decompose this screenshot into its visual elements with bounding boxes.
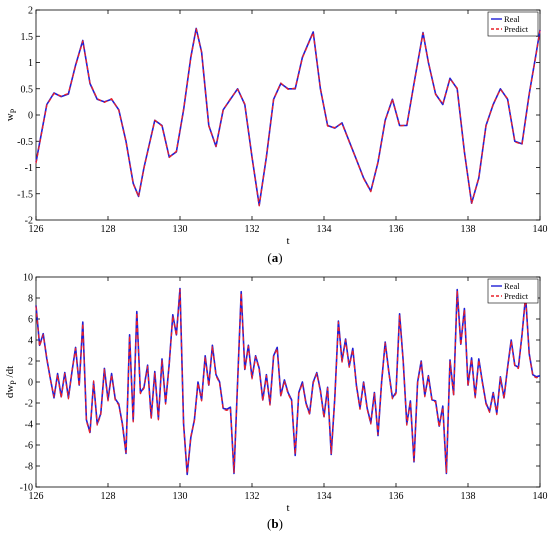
y-tick-label: -6 [25,441,33,452]
x-tick-label: 128 [101,224,116,235]
y-tick-label: 1 [28,58,33,69]
x-tick-label: 130 [173,224,188,235]
series-line-predict [35,288,541,475]
y-tick-label: 1.5 [21,32,34,43]
y-tick-label: 2 [28,6,33,17]
legend-box [487,11,539,37]
caption-b: (b) [267,516,283,531]
x-axis-label: t [286,502,289,514]
legend-label-real: Real [504,281,520,291]
x-axis-label: t [286,235,289,247]
x-tick-label: 136 [389,224,404,235]
y-tick-label: -4 [25,420,33,431]
caption-a: (a) [267,250,283,265]
x-tick-label: 130 [173,491,188,502]
y-axis-label: dwP /dt [4,366,18,398]
legend-label-real: Real [504,14,520,24]
x-tick-label: 134 [317,224,332,235]
x-tick-label: 128 [101,491,116,502]
x-tick-label: 134 [317,491,332,502]
y-tick-label: -8 [25,462,33,473]
legend-label-predict: Predict [504,291,529,301]
y-axis-label: wP [4,108,18,121]
y-tick-label: -1.5 [17,189,33,200]
x-tick-label: 140 [533,491,548,502]
plot-area [35,9,541,221]
chart-panel-a: 126 128 130 132 134 136 138 140 -2 -1.5 -1 -0.5 0 0.5… [4,6,548,248]
chart-panel-b: 126 128 130 132 134 136 138 140 -10 -8 -6 -4 -2 0 2 4 6 8… [4,273,548,515]
x-tick-label: 136 [389,491,404,502]
legend-box [487,278,539,304]
legend-label-predict: Predict [504,24,529,34]
x-tick-label: 126 [29,491,44,502]
x-tick-label: 126 [29,224,44,235]
series-line-predict [35,28,541,207]
x-tick-label: 138 [461,224,476,235]
x-tick-label: 132 [245,491,260,502]
x-tick-label: 140 [533,224,548,235]
y-tick-label: 0 [28,378,33,389]
y-tick-label: -2 [25,399,33,410]
y-tick-label: -1 [25,163,33,174]
x-tick-label: 138 [461,491,476,502]
y-tick-label: 4 [28,336,33,347]
y-tick-label: 2 [28,357,33,368]
y-tick-label: -2 [25,216,33,227]
y-tick-label: 0.5 [21,84,34,95]
y-tick-label: 8 [28,294,33,305]
y-tick-label: 10 [23,273,33,284]
y-tick-label: -0.5 [17,137,33,148]
x-tick-label: 132 [245,224,260,235]
y-tick-label: -10 [20,483,33,494]
y-tick-label: 0 [28,111,33,122]
y-tick-label: 6 [28,315,33,326]
